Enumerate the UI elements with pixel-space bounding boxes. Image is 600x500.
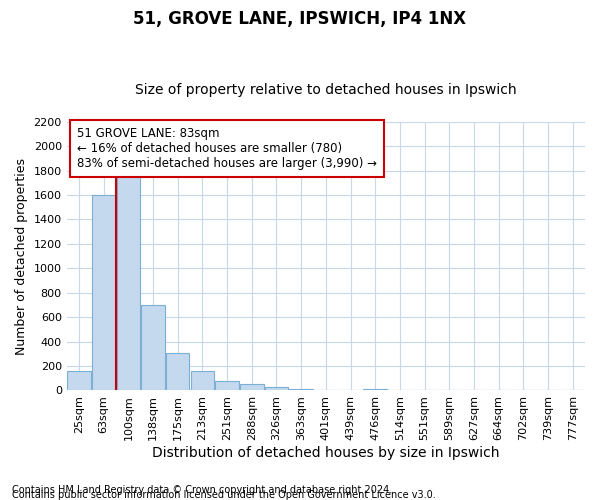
Text: 51 GROVE LANE: 83sqm
← 16% of detached houses are smaller (780)
83% of semi-deta: 51 GROVE LANE: 83sqm ← 16% of detached h… [77,127,377,170]
Bar [166,352,190,391]
Bar [289,388,313,390]
X-axis label: Distribution of detached houses by size in Ipswich: Distribution of detached houses by size … [152,446,500,460]
Bar [215,380,239,390]
Title: Size of property relative to detached houses in Ipswich: Size of property relative to detached ho… [135,83,517,97]
Bar [116,176,140,390]
Text: Contains public sector information licensed under the Open Government Licence v3: Contains public sector information licen… [12,490,436,500]
Text: 51, GROVE LANE, IPSWICH, IP4 1NX: 51, GROVE LANE, IPSWICH, IP4 1NX [133,10,467,28]
Bar [142,305,165,390]
Bar [92,195,115,390]
Text: Contains HM Land Registry data © Crown copyright and database right 2024.: Contains HM Land Registry data © Crown c… [12,485,392,495]
Bar [191,371,214,390]
Bar [240,384,263,390]
Bar [364,388,387,390]
Bar [67,371,91,390]
Bar [265,388,288,390]
Y-axis label: Number of detached properties: Number of detached properties [15,158,28,354]
